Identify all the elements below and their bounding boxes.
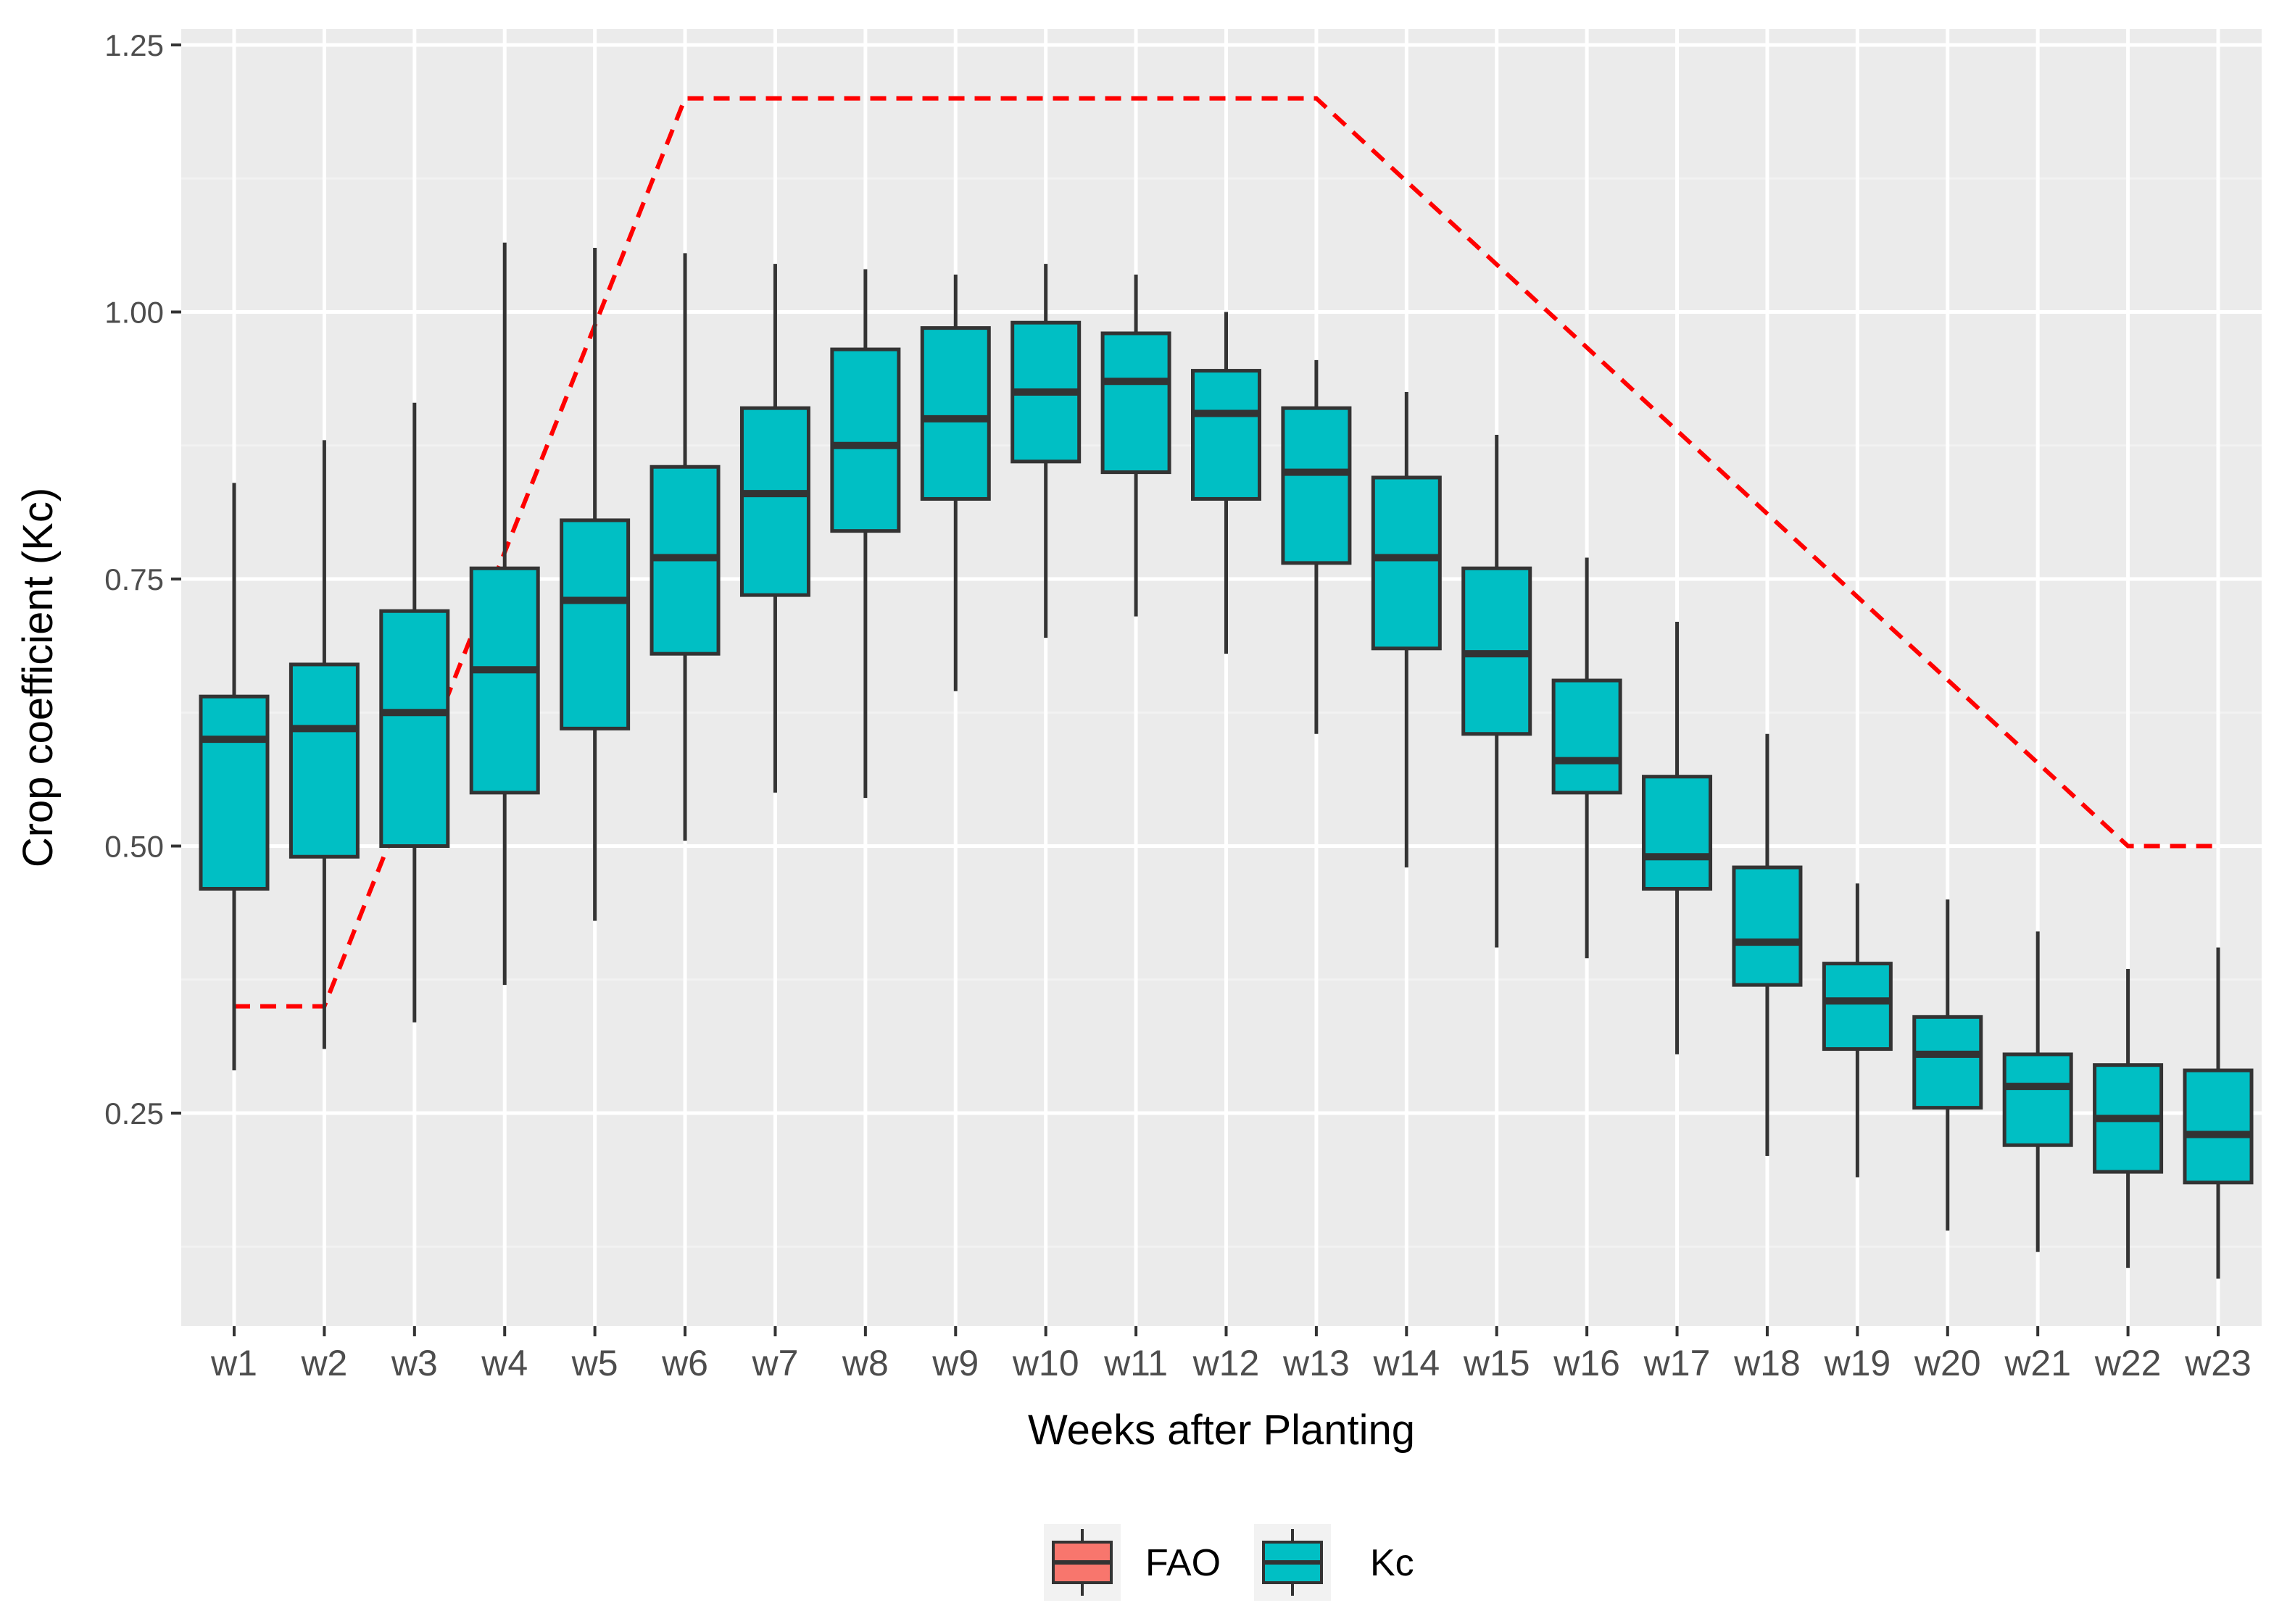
- kc-box-w3: [379, 402, 450, 1023]
- x-tick-label: w13: [1282, 1343, 1350, 1383]
- box-iqr: [920, 326, 991, 501]
- x-tick-label: w1: [210, 1343, 257, 1383]
- box-iqr: [1191, 369, 1261, 501]
- x-tick-label: w14: [1372, 1343, 1440, 1383]
- box-iqr: [830, 347, 901, 533]
- x-tick-label: w4: [481, 1343, 528, 1383]
- kc-box-w12: [1191, 312, 1261, 654]
- box-iqr: [1822, 962, 1893, 1052]
- kc-box-w15: [1461, 435, 1532, 948]
- x-tick-label: w8: [842, 1343, 889, 1383]
- kc-box-w1: [199, 483, 270, 1071]
- x-tick-label: w2: [300, 1343, 347, 1383]
- box-iqr: [379, 609, 450, 848]
- kc-box-w14: [1371, 392, 1442, 867]
- box-iqr: [1732, 865, 1803, 987]
- x-tick-label: w20: [1914, 1343, 1981, 1383]
- kc-box-w9: [920, 274, 991, 691]
- y-axis-ticks: 0.25 0.50 0.75 1.00 1.25: [104, 28, 181, 1130]
- box-iqr: [560, 518, 631, 730]
- x-tick-label: w10: [1012, 1343, 1079, 1383]
- x-tick-label: w21: [2004, 1343, 2071, 1383]
- box-iqr: [2183, 1068, 2254, 1185]
- kc-box-w10: [1010, 264, 1082, 638]
- x-tick-label: w5: [571, 1343, 618, 1383]
- kc-box-w23: [2183, 947, 2254, 1279]
- x-tick-label: w3: [391, 1343, 438, 1383]
- box-iqr: [1912, 1015, 1983, 1110]
- x-tick-label: w11: [1103, 1343, 1168, 1383]
- kc-box-w8: [830, 269, 901, 799]
- kc-box-w13: [1281, 359, 1352, 734]
- box-iqr: [1281, 406, 1352, 565]
- kc-boxes: [199, 242, 2254, 1279]
- box-iqr: [2002, 1052, 2073, 1147]
- legend-label-fao: FAO: [1145, 1542, 1221, 1584]
- x-axis-ticks: w1 w2 w3 w4 w5 w6 w7 w8 w9 w10 w11 w12 w13 w14 w15 w16 w…: [210, 1326, 2252, 1383]
- legend: FAO Kc: [1044, 1524, 1414, 1601]
- kc-box-w5: [560, 248, 631, 921]
- legend-key-fao: [1044, 1524, 1121, 1601]
- box-iqr: [1642, 775, 1713, 891]
- x-tick-label: w19: [1823, 1343, 1891, 1383]
- kc-box-w17: [1642, 621, 1713, 1054]
- box-iqr: [289, 662, 360, 859]
- x-tick-label: w17: [1643, 1343, 1711, 1383]
- y-tick-label: 0.50: [104, 830, 164, 864]
- legend-label-kc: Kc: [1370, 1542, 1414, 1584]
- kc-box-w21: [2002, 931, 2073, 1252]
- x-tick-label: w15: [1463, 1343, 1530, 1383]
- y-tick-label: 0.25: [104, 1096, 164, 1130]
- kc-box-w20: [1912, 899, 1983, 1231]
- kc-box-w7: [739, 264, 810, 793]
- kc-box-w19: [1822, 883, 1893, 1178]
- x-tick-label: w22: [2094, 1343, 2162, 1383]
- y-tick-label: 0.75: [104, 562, 164, 596]
- x-axis-title: Weeks after Planting: [1028, 1407, 1415, 1454]
- y-tick-label: 1.25: [104, 28, 164, 62]
- x-tick-label: w23: [2184, 1343, 2252, 1383]
- kc-box-w4: [469, 242, 540, 986]
- y-tick-label: 1.00: [104, 296, 164, 330]
- box-iqr: [1371, 475, 1442, 651]
- kc-box-w6: [650, 253, 721, 841]
- kc-box-w16: [1551, 557, 1622, 959]
- kc-box-w22: [2093, 969, 2164, 1268]
- x-tick-label: w9: [931, 1343, 979, 1383]
- x-tick-label: w18: [1733, 1343, 1801, 1383]
- y-axis-title: Crop coefficient (Kc): [14, 488, 62, 867]
- x-tick-label: w12: [1192, 1343, 1260, 1383]
- kc-box-w2: [289, 440, 360, 1049]
- box-iqr: [1100, 331, 1171, 475]
- kc-box-w18: [1732, 733, 1803, 1156]
- box-iqr: [199, 694, 270, 891]
- box-iqr: [469, 566, 540, 795]
- x-tick-label: w6: [661, 1343, 708, 1383]
- legend-key-kc: [1254, 1524, 1331, 1601]
- kc-box-w11: [1100, 274, 1171, 617]
- x-tick-label: w16: [1553, 1343, 1620, 1383]
- box-iqr: [1551, 678, 1622, 795]
- x-tick-label: w7: [751, 1343, 798, 1383]
- box-iqr: [739, 406, 810, 597]
